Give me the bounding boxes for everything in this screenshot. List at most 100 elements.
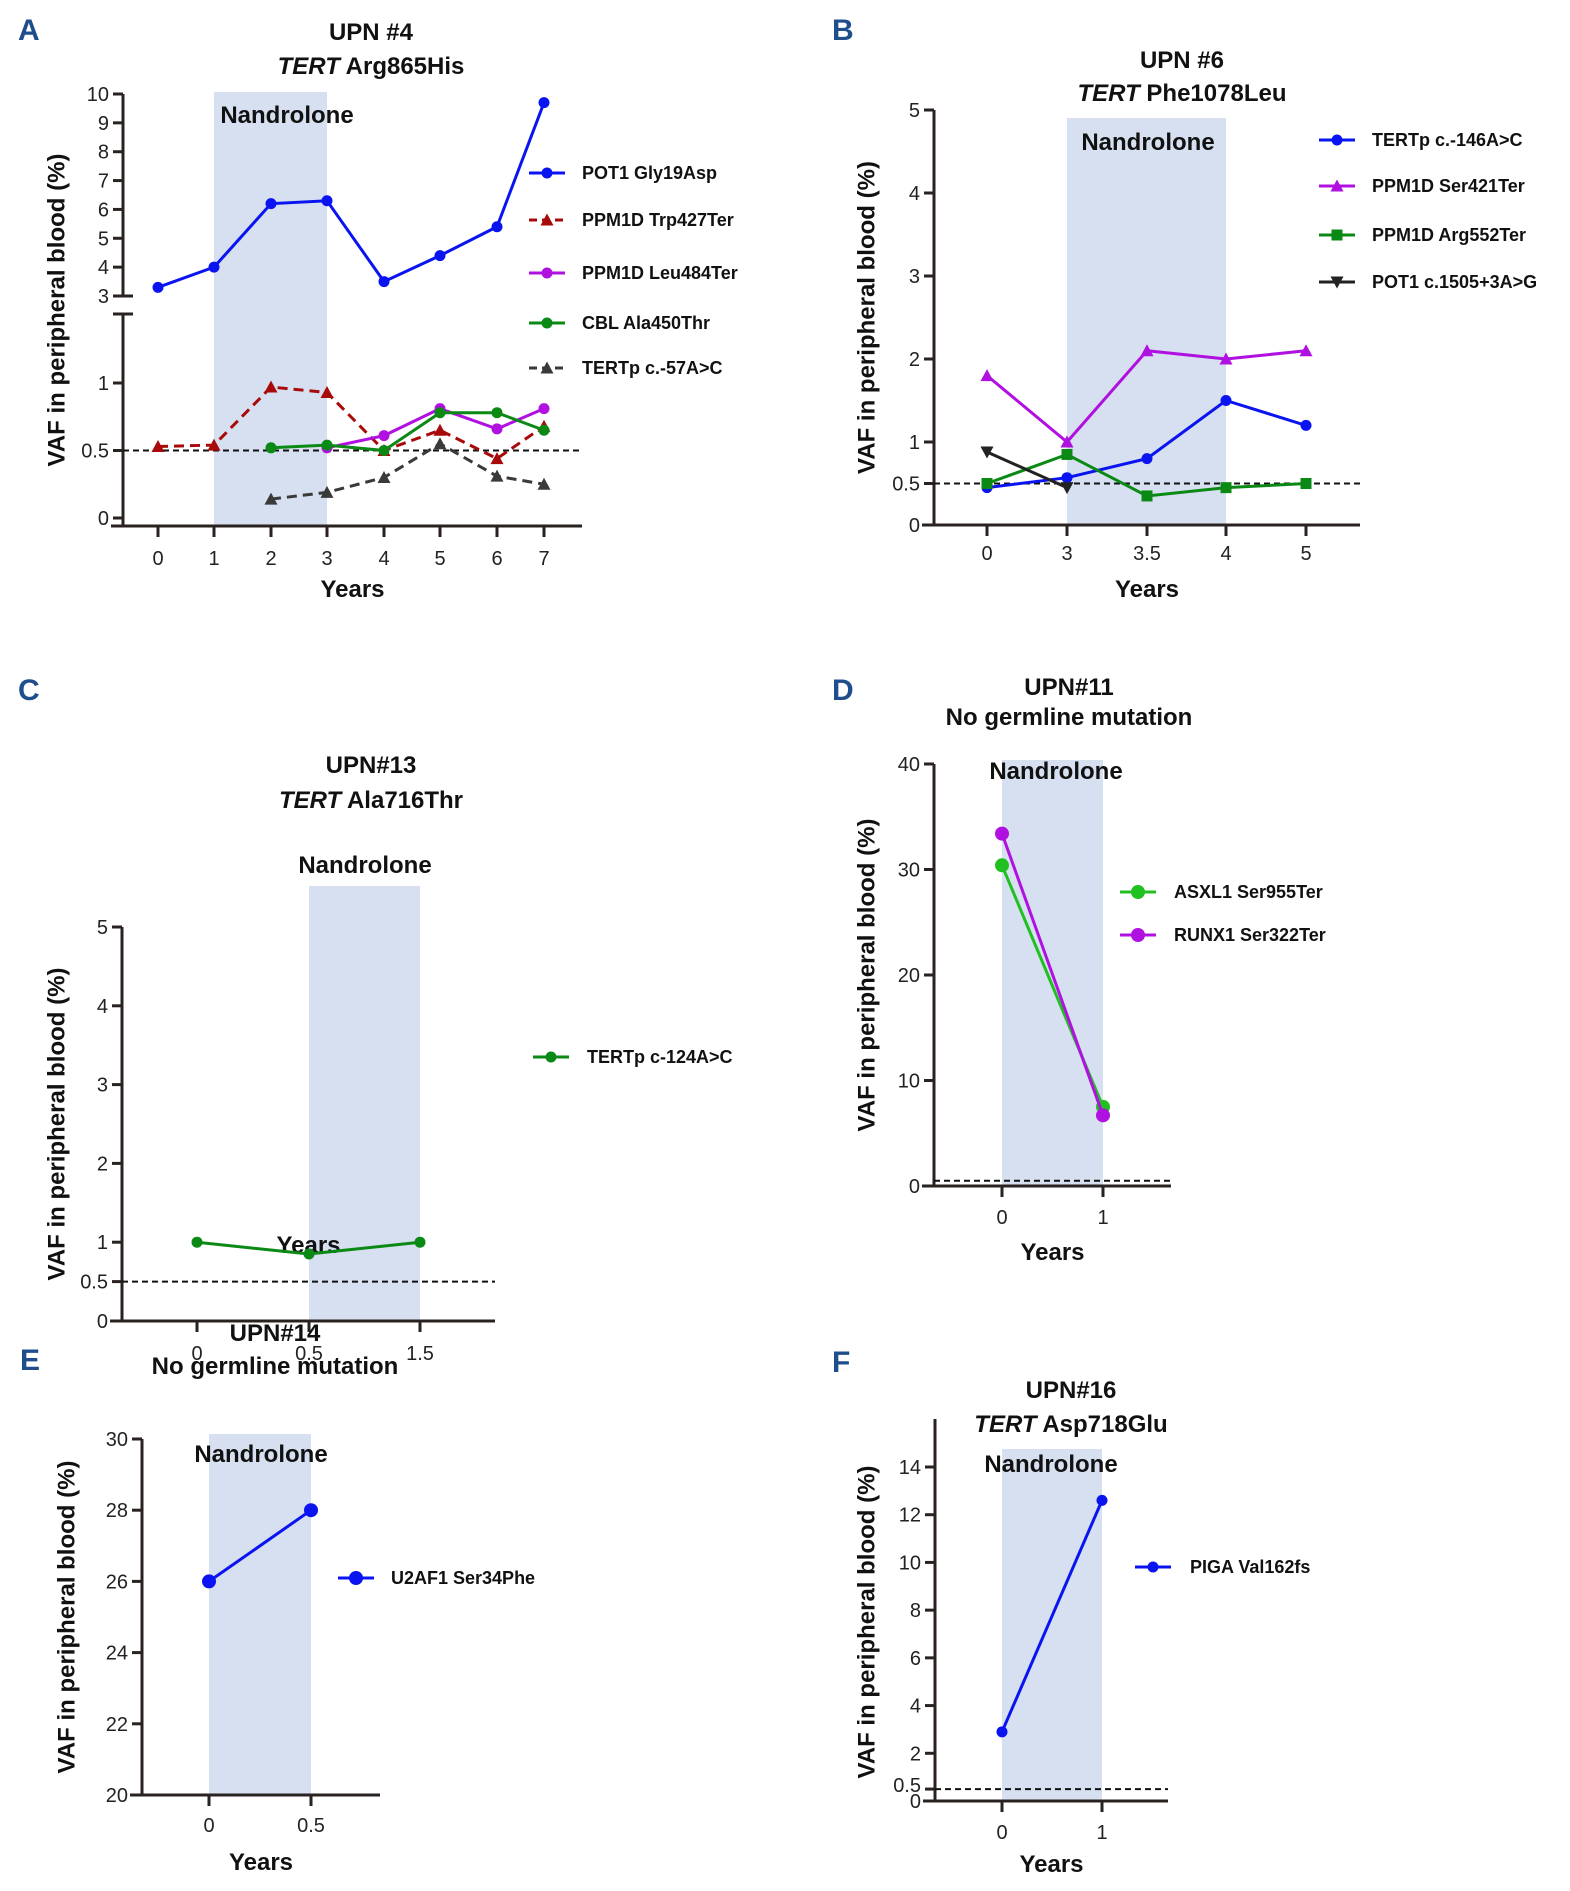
panel-letter: A: [18, 14, 40, 47]
x-tick-label: 5: [434, 548, 445, 570]
legend-marker: [540, 213, 554, 226]
x-tick-label: 1.5: [406, 1343, 434, 1365]
data-point: [981, 478, 993, 489]
y-tick-label: 0: [909, 1176, 920, 1198]
data-point: [490, 452, 504, 465]
data-point: [151, 439, 165, 452]
data-point: [490, 469, 504, 482]
data-point: [538, 97, 550, 109]
x-tick-label: 0: [981, 543, 992, 565]
data-point: [264, 492, 278, 505]
band-label: Nandrolone: [194, 1441, 327, 1468]
data-point: [320, 385, 334, 398]
data-point: [491, 407, 503, 419]
data-point: [1299, 344, 1313, 357]
panel-letter: C: [18, 674, 40, 707]
y-axis-label: VAF in peripheral blood (%): [853, 161, 880, 474]
x-tick-label: 1: [1097, 1207, 1108, 1229]
x-tick-label: 0: [996, 1822, 1007, 1844]
data-point: [303, 1248, 315, 1260]
data-point: [377, 471, 391, 483]
chart-title: UPN#11: [1024, 674, 1113, 701]
y-tick-label: 1: [97, 1232, 108, 1254]
legend-label: PPM1D Leu484Ter: [582, 263, 738, 283]
band-label: Nandrolone: [298, 852, 431, 879]
data-point: [980, 369, 994, 382]
data-point: [378, 445, 390, 456]
data-point: [538, 424, 550, 436]
treatment-band: [209, 1434, 311, 1795]
x-tick-label: 0: [203, 1815, 214, 1837]
data-point: [304, 1503, 318, 1518]
legend-item: PPM1D Ser421Ter: [1319, 176, 1525, 196]
legend-item: PPM1D Trp427Ter: [529, 210, 734, 230]
chart-title: UPN#13: [326, 752, 417, 779]
x-axis-label: Years: [229, 1849, 293, 1876]
y-tick-label: 20: [106, 1785, 128, 1807]
legend-marker: [1131, 885, 1145, 899]
chart-subtitle: No germline mutation: [946, 704, 1193, 731]
x-axis-label: Years: [1020, 1239, 1084, 1266]
y-tick-label: 1: [98, 373, 109, 395]
y-tick-label: 4: [909, 183, 920, 205]
y-tick-label: 5: [909, 100, 920, 122]
x-tick-label: 3: [1061, 543, 1072, 565]
x-tick-label: 1: [208, 548, 219, 570]
legend-label: PIGA Val162fs: [1190, 1557, 1310, 1577]
legend-marker: [540, 361, 554, 374]
panel-c: Nandrolone C UPN#13 TERT Ala716Thr 0 0.5 1 2 3 4 5…: [18, 674, 733, 1365]
data-point: [1220, 482, 1232, 494]
y-tick-label: 3: [909, 266, 920, 288]
legend-marker: [1331, 229, 1343, 241]
x-tick-label: 3: [321, 548, 332, 570]
legend-marker: [541, 267, 553, 279]
y-tick-label: 0: [98, 508, 109, 530]
y-tick-label: 40: [898, 754, 920, 776]
series-ppm1d-trp427ter: [151, 380, 551, 465]
y-tick-label: 4: [910, 1696, 921, 1718]
legend-item: POT1 Gly19Asp: [529, 163, 717, 183]
y-tick-label: 20: [898, 965, 920, 987]
y-axis-label: VAF in peripheral blood (%): [853, 819, 880, 1132]
x-axis-label: Years: [1115, 576, 1179, 603]
legend-marker: [541, 317, 553, 329]
legend-marker: [1147, 1561, 1159, 1573]
y-tick-label: 0: [909, 515, 920, 537]
y-tick-label: 26: [106, 1571, 128, 1593]
legend-marker: [1330, 276, 1344, 289]
x-tick-label: 4: [378, 548, 389, 570]
data-point: [1141, 453, 1153, 465]
series-line: [157, 102, 546, 289]
data-point: [152, 281, 164, 293]
data-point: [538, 403, 550, 415]
title-gene: TERT: [1078, 80, 1143, 107]
chart-subtitle: TERT Phe1078Leu: [1078, 80, 1287, 107]
y-tick-label: 3: [97, 1075, 108, 1097]
series-line: [1000, 1499, 1104, 1733]
legend-label: U2AF1 Ser34Phe: [391, 1568, 535, 1588]
series-tertp-c-124a-c: [191, 1236, 426, 1260]
title-variant: Ala716Thr: [347, 787, 463, 814]
y-tick-label: 30: [106, 1429, 128, 1451]
data-point: [1096, 1108, 1110, 1123]
x-axis-label: Years: [1019, 1851, 1083, 1878]
x-tick-label: 3.5: [1133, 543, 1161, 565]
data-point: [1220, 395, 1232, 406]
legend-label: TERTp c.-57A>C: [582, 358, 723, 378]
x-tick-label: 0.5: [295, 1343, 323, 1365]
y-tick-label: 24: [106, 1643, 128, 1665]
legend-item: RUNX1 Ser322Ter: [1120, 925, 1326, 945]
y-axis-label: VAF in peripheral blood (%): [853, 1466, 880, 1779]
title-variant: No germline mutation: [152, 1353, 399, 1380]
chart-subtitle: TERT Arg865His: [278, 53, 465, 80]
series-tertp-c-57a-c: [264, 437, 551, 505]
legend-label: TERTp c.-146A>C: [1372, 130, 1523, 150]
series-pot1-gly19asp: [152, 97, 550, 293]
y-tick-label: 12: [899, 1505, 921, 1527]
y-tick-label: 0.5: [892, 474, 920, 496]
data-point: [1219, 352, 1233, 365]
data-point: [433, 423, 447, 436]
legend-label: CBL Ala450Thr: [582, 313, 710, 333]
data-point: [995, 826, 1009, 841]
